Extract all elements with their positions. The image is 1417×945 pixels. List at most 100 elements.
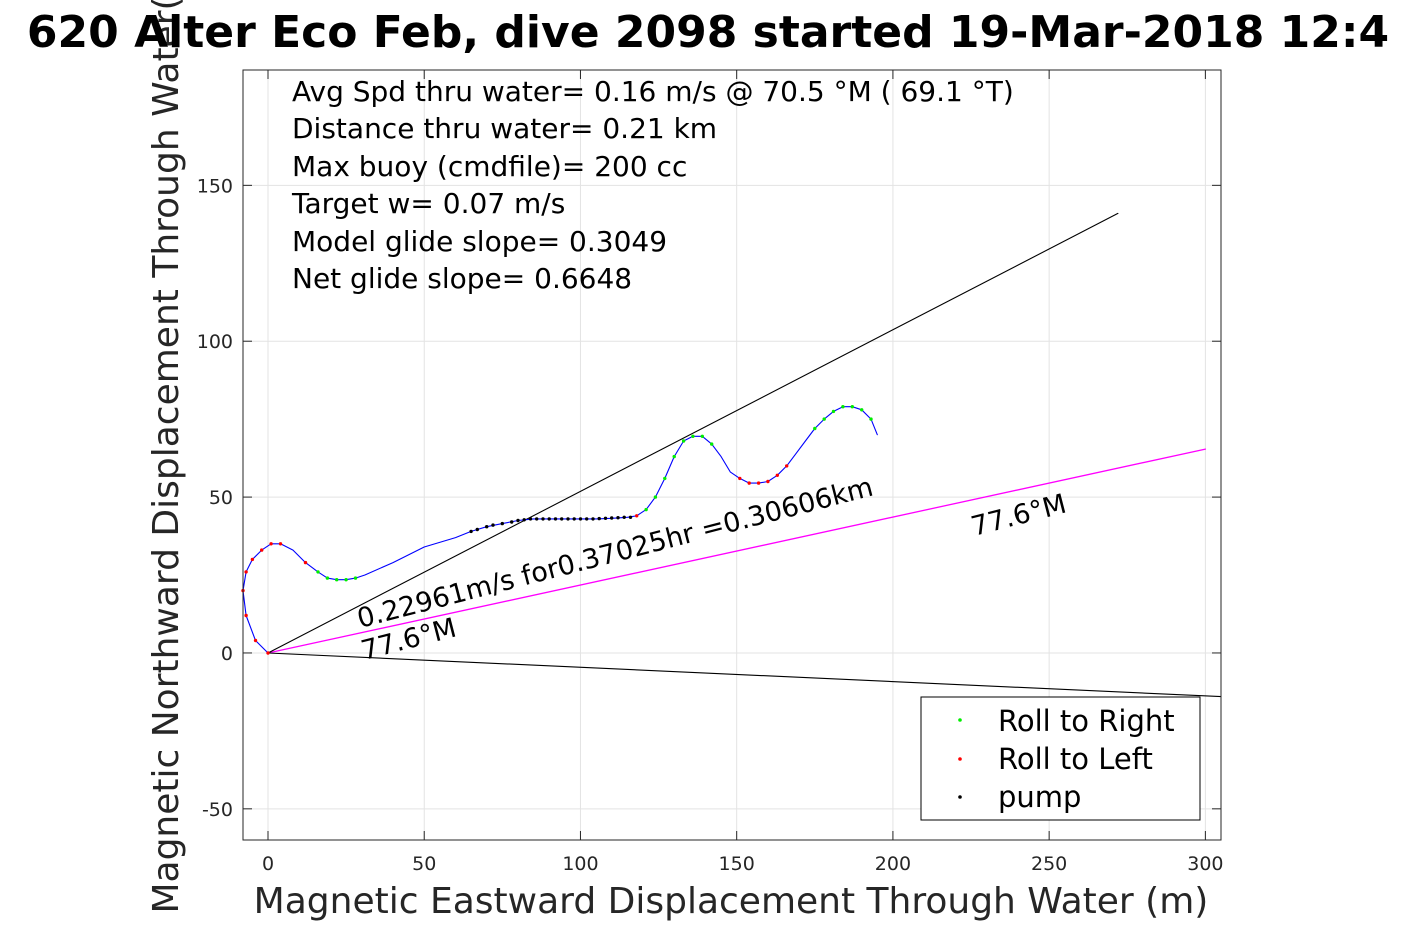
annotation-net-glide: Net glide slope= 0.6648 [292, 262, 632, 295]
series-current-line [267, 448, 1207, 654]
roll-left-marker [260, 548, 264, 552]
x-tick-label: 300 [1187, 853, 1223, 875]
axis-ticks: 0 50 100 150 200 250 300 -50 0 50 100 150 [197, 70, 1224, 875]
annotation-model-glide: Model glide slope= 0.3049 [292, 225, 667, 258]
pump-marker [572, 517, 576, 521]
legend-label-roll-left: Roll to Left [998, 742, 1153, 776]
x-tick-label: 0 [262, 853, 274, 875]
roll-right-marker [335, 578, 339, 582]
roll-left-marker [303, 560, 308, 565]
pump-marker [616, 516, 620, 520]
pump-marker [566, 517, 570, 521]
roll-left-marker [250, 557, 255, 562]
x-tick-label: 250 [1031, 853, 1067, 875]
roll-left-marker [269, 542, 273, 546]
pump-marker [578, 517, 583, 521]
reference-lines [267, 212, 1222, 698]
roll-left-marker [266, 651, 270, 655]
roll-right-marker [653, 495, 658, 499]
roll-right-marker [813, 426, 817, 431]
pump-marker [603, 516, 608, 520]
series-envelope-lower-line [267, 652, 1222, 698]
legend-marker-roll-left [958, 757, 962, 761]
plot-frame [242, 69, 1222, 841]
pump-marker [622, 515, 626, 519]
roll-left-marker [244, 613, 248, 618]
roll-right-marker [841, 405, 845, 409]
y-tick-label: -50 [202, 799, 233, 821]
roll-right-marker [681, 439, 686, 443]
roll-right-marker [353, 576, 358, 580]
legend-marker-pump [958, 795, 962, 799]
y-tick-label: 150 [197, 175, 233, 197]
roll-right-marker [691, 434, 695, 438]
y-tick-label: 50 [209, 487, 233, 509]
annotation-target-w: Target w= 0.07 m/s [291, 187, 565, 220]
pump-marker [597, 516, 601, 521]
y-tick-label: 0 [221, 643, 233, 665]
roll-right-marker [700, 434, 704, 438]
series-envelope-upper-line [267, 212, 1119, 654]
pump-marker [553, 517, 558, 521]
roll-left-marker [278, 542, 283, 546]
roll-right-marker [860, 408, 864, 412]
pump-marker [469, 529, 473, 534]
pump-marker [510, 520, 514, 524]
roll-right-marker [325, 576, 330, 580]
roll-left-marker [766, 479, 770, 484]
x-tick-label: 100 [562, 853, 598, 875]
pump-marker [485, 525, 489, 529]
roll-left-marker [635, 514, 639, 518]
pump-marker [535, 517, 539, 521]
y-tick-label: 100 [197, 331, 233, 353]
roll-left-marker [747, 481, 751, 485]
chart-title: 620 Alter Eco Feb, dive 2098 started 19-… [27, 7, 1389, 58]
annotation-max-buoy: Max buoy (cmdfile)= 200 cc [292, 150, 687, 183]
pump-marker [585, 517, 589, 521]
x-tick-label: 200 [875, 853, 911, 875]
pump-marker [541, 517, 545, 521]
pump-marker [560, 517, 564, 521]
x-tick-label: 150 [719, 853, 755, 875]
marker-layer [241, 405, 873, 655]
pump-marker [610, 516, 614, 520]
roll-left-marker [253, 638, 258, 643]
legend-marker-roll-right [958, 718, 962, 722]
roll-right-marker [850, 405, 854, 409]
legend: Roll to Right Roll to Left pump [920, 696, 1201, 821]
grid [243, 70, 1221, 840]
roll-right-marker [710, 442, 714, 446]
roll-right-marker [663, 476, 667, 481]
roll-right-marker [644, 507, 648, 512]
x-tick-label: 50 [412, 853, 436, 875]
roll-left-marker [785, 464, 789, 468]
roll-right-marker [869, 417, 873, 421]
pump-marker [628, 515, 633, 519]
pump-marker [491, 523, 495, 527]
roll-left-marker [775, 473, 779, 477]
roll-left-marker [244, 570, 248, 574]
roll-right-marker [822, 417, 826, 421]
roll-right-marker [831, 409, 836, 414]
annotation-distance: Distance thru water= 0.21 km [292, 112, 717, 145]
pump-marker [516, 518, 520, 523]
pump-marker [500, 521, 504, 526]
y-axis-label: Magnetic Northward Displacement Through … [146, 0, 187, 914]
legend-label-pump: pump [998, 780, 1081, 814]
roll-left-marker [738, 476, 742, 481]
pump-marker [528, 517, 533, 521]
legend-label-roll-right: Roll to Right [998, 704, 1175, 738]
roll-right-marker [344, 578, 348, 582]
pump-marker [522, 518, 526, 522]
x-axis-label: Magnetic Eastward Displacement Through W… [254, 881, 1209, 922]
pump-marker [475, 527, 479, 532]
pump-marker [591, 517, 595, 521]
annotation-avg-speed: Avg Spd thru water= 0.16 m/s @ 70.5 °M (… [292, 75, 1014, 108]
legend-box [920, 696, 1201, 821]
roll-right-marker [316, 570, 320, 574]
annotation-block: Avg Spd thru water= 0.16 m/s @ 70.5 °M (… [291, 75, 1014, 295]
roll-left-marker [756, 481, 761, 485]
roll-right-marker [672, 454, 676, 459]
pump-marker [547, 517, 551, 521]
